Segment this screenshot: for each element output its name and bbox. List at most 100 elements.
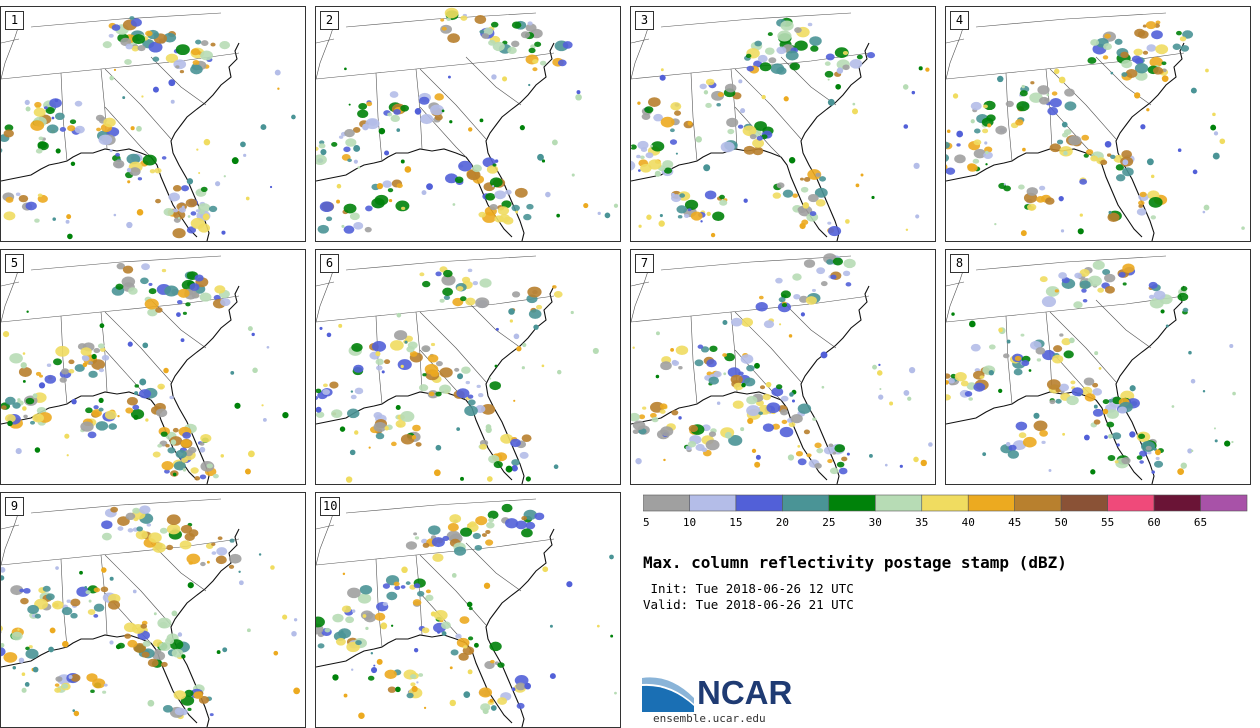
reflectivity-cell	[1015, 421, 1028, 431]
reflectivity-cell	[329, 381, 339, 389]
reflectivity-cell	[412, 424, 421, 432]
reflectivity-cell	[435, 360, 443, 367]
reflectivity-cell	[338, 628, 352, 639]
reflectivity-cell	[336, 199, 340, 204]
reflectivity-cell	[1171, 405, 1175, 408]
reflectivity-cell	[316, 616, 325, 628]
reflectivity-cell	[206, 463, 213, 469]
reflectivity-cell	[349, 212, 360, 221]
reflectivity-cell	[136, 125, 142, 132]
reflectivity-cell	[1114, 38, 1123, 45]
reflectivity-cell	[820, 351, 828, 359]
reflectivity-cell	[101, 354, 110, 361]
reflectivity-cell	[46, 124, 59, 134]
reflectivity-cell	[494, 364, 498, 368]
reflectivity-cell	[468, 521, 477, 528]
reflectivity-cell	[124, 633, 132, 639]
reflectivity-cell	[1049, 143, 1062, 153]
reflectivity-cell	[1161, 75, 1169, 83]
reflectivity-cell	[811, 288, 817, 292]
reflectivity-cell	[1104, 273, 1116, 283]
reflectivity-cell	[97, 343, 105, 349]
reflectivity-cell	[738, 371, 744, 376]
reflectivity-cell	[1177, 468, 1185, 475]
reflectivity-cell	[350, 390, 354, 393]
reflectivity-cell	[423, 706, 427, 710]
reflectivity-cell	[69, 119, 77, 125]
reflectivity-cell	[1102, 55, 1109, 60]
reflectivity-cell	[758, 295, 764, 300]
reflectivity-cell	[425, 594, 434, 601]
reflectivity-cell	[860, 173, 864, 177]
legend-swatch	[1014, 494, 1062, 512]
reflectivity-cell	[19, 588, 25, 593]
reflectivity-cell	[52, 600, 64, 610]
reflectivity-cell	[460, 15, 468, 21]
reflectivity-cell	[1021, 359, 1030, 367]
reflectivity-cell	[1042, 349, 1056, 361]
reflectivity-cell	[1074, 272, 1082, 279]
reflectivity-cell	[440, 621, 451, 630]
reflectivity-cell	[800, 177, 804, 181]
reflectivity-cell	[489, 698, 494, 703]
reflectivity-cell	[521, 528, 533, 538]
reflectivity-cell	[46, 363, 52, 367]
reflectivity-cell	[169, 395, 174, 400]
reflectivity-cell	[355, 640, 362, 646]
reflectivity-cell	[247, 450, 255, 458]
reflectivity-cell	[70, 161, 76, 167]
reflectivity-cell	[468, 607, 473, 611]
state-border	[104, 106, 152, 158]
reflectivity-cell	[475, 297, 490, 309]
reflectivity-cell	[1100, 159, 1108, 166]
state-border	[345, 255, 537, 271]
reflectivity-cell	[1104, 33, 1111, 39]
reflectivity-cell	[70, 612, 78, 619]
reflectivity-cell	[954, 154, 966, 164]
state-border	[946, 38, 965, 44]
reflectivity-cell	[335, 637, 346, 646]
reflectivity-cell	[699, 83, 707, 90]
reflectivity-cell	[746, 395, 758, 405]
reflectivity-cell	[878, 394, 884, 400]
reflectivity-cell	[541, 159, 546, 163]
reflectivity-cell	[683, 213, 690, 219]
reflectivity-cell	[152, 542, 166, 553]
member-label: 1	[5, 11, 24, 30]
reflectivity-cell	[195, 39, 202, 45]
reflectivity-cell	[1041, 440, 1046, 445]
reflectivity-cell	[185, 302, 191, 307]
reflectivity-cell	[814, 187, 828, 198]
reflectivity-map	[1, 498, 301, 727]
reflectivity-cell	[139, 378, 147, 386]
reflectivity-cell	[449, 699, 457, 707]
reflectivity-cell	[413, 647, 419, 653]
member-panel-8: 8	[945, 249, 1251, 485]
reflectivity-cell	[76, 586, 90, 597]
reflectivity-cell	[1147, 451, 1152, 455]
member-label: 2	[320, 11, 339, 30]
reflectivity-cell	[126, 153, 141, 165]
reflectivity-cell	[440, 18, 445, 22]
reflectivity-cell	[293, 618, 298, 622]
reflectivity-cell	[659, 213, 663, 218]
reflectivity-cell	[22, 352, 26, 355]
reflectivity-cell	[520, 31, 531, 39]
reflectivity-cell	[876, 370, 883, 376]
reflectivity-cell	[511, 687, 516, 692]
reflectivity-cell	[384, 150, 390, 156]
reflectivity-cell	[759, 62, 772, 72]
state-border	[60, 315, 68, 405]
reflectivity-cell	[514, 187, 528, 198]
reflectivity-cell	[316, 146, 319, 151]
reflectivity-cell	[370, 666, 378, 674]
reflectivity-cell	[457, 373, 464, 380]
reflectivity-cell	[17, 398, 21, 402]
reflectivity-cell	[456, 427, 461, 431]
reflectivity-cell	[842, 270, 851, 277]
reflectivity-cell	[465, 297, 476, 306]
reflectivity-cell	[429, 104, 444, 116]
reflectivity-cell	[156, 408, 168, 418]
reflectivity-cell	[946, 373, 951, 379]
reflectivity-cell	[1014, 355, 1022, 361]
